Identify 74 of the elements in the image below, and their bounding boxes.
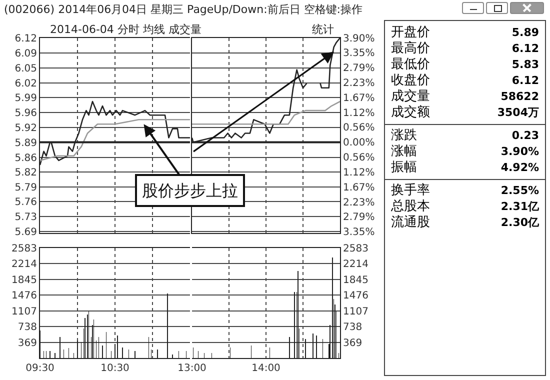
text: 1.67% xyxy=(343,93,375,104)
text: 4.92% xyxy=(500,160,539,176)
text: 3.35% xyxy=(343,48,375,60)
x-tick-label: 10:30 xyxy=(100,363,130,374)
y-tick-label: 5.76 xyxy=(14,197,37,208)
text: 2.55% xyxy=(500,183,539,199)
y-tick-label: 6.09 xyxy=(14,48,37,60)
y-tick-label: 6.05 xyxy=(14,63,37,74)
text: 成交额 xyxy=(391,105,430,121)
text: 0.56% xyxy=(343,152,375,164)
text: 涨跌 xyxy=(391,128,417,144)
text: 收盘价 xyxy=(391,73,430,89)
y2-tick-label: 2583 xyxy=(343,244,368,254)
y-tick-label: 5.69 xyxy=(14,227,37,238)
text: 58622 xyxy=(500,89,539,105)
y-tick-label: 5.96 xyxy=(14,108,37,119)
text: 振幅 xyxy=(391,160,417,176)
text: 统计 xyxy=(312,23,334,36)
text: 涨幅 xyxy=(391,144,417,160)
y-tick-label: 5.89 xyxy=(14,138,37,149)
text: 0.56% xyxy=(343,122,375,134)
y-tick-label: 1107 xyxy=(12,306,37,318)
y-tick-label: 5.73 xyxy=(14,212,37,224)
y-tick-label: 5.92 xyxy=(14,122,37,134)
y2-tick-label: 369 xyxy=(343,338,362,349)
chart-title: (002066) 2014年06月04日 星期三 PageUp/Down:前后日 空格键:操作 xyxy=(4,2,362,17)
text: 换手率 xyxy=(391,183,430,199)
y-tick-label: 6.12 xyxy=(14,34,37,44)
text: 3.35% xyxy=(343,227,375,238)
text: 1.12% xyxy=(343,168,375,179)
text: 成交量 xyxy=(391,89,430,105)
y2-tick-label: 1107 xyxy=(343,306,368,318)
y-tick-label: 2583 xyxy=(12,244,37,254)
text: 流通股 xyxy=(391,215,430,231)
x-tick-label: 09:30 xyxy=(26,363,54,374)
y-tick-label: 5.99 xyxy=(14,92,37,104)
text: 1.67% xyxy=(343,182,375,194)
text: 总股本 xyxy=(391,199,430,215)
text: 开盘价 xyxy=(391,25,430,41)
y2-tick-label: 2214 xyxy=(343,259,368,270)
text: 2.23% xyxy=(343,78,375,90)
text: 3.90% xyxy=(343,34,375,44)
text: 2.79% xyxy=(343,212,375,224)
text: 3504万 xyxy=(497,105,539,121)
x-tick-label: 14:00 xyxy=(252,363,280,374)
y2-tick-label: 738 xyxy=(343,322,362,334)
y-tick-label: 2214 xyxy=(12,259,37,270)
y-tick-label: 738 xyxy=(18,322,37,334)
text: 最高价 xyxy=(391,41,430,57)
text: 6.12 xyxy=(512,73,539,89)
text: 6.12 xyxy=(512,41,539,57)
text: 1.12% xyxy=(343,108,375,119)
y-tick-label: 5.86 xyxy=(14,152,37,164)
text: 0.00% xyxy=(343,138,375,149)
y2-tick-label: 1476 xyxy=(343,290,368,302)
y2-tick-label: 1845 xyxy=(343,274,368,286)
y-tick-label: 1476 xyxy=(12,290,37,302)
text: 3.90% xyxy=(500,144,539,160)
y-tick-label: 1845 xyxy=(12,274,37,286)
text: 2.30亿 xyxy=(500,215,539,231)
text: 5.83 xyxy=(512,57,539,73)
y-tick-label: 5.79 xyxy=(14,182,37,194)
text: 2.31亿 xyxy=(500,199,539,215)
text: 2.79% xyxy=(343,63,375,74)
y-tick-label: 6.02 xyxy=(14,78,37,90)
text: 最低价 xyxy=(391,57,430,73)
text: 0.23 xyxy=(512,128,539,144)
text: 5.89 xyxy=(512,25,539,41)
y-tick-label: 369 xyxy=(18,338,37,349)
text: 2.23% xyxy=(343,197,375,208)
y-tick-label: 5.82 xyxy=(14,168,37,179)
annotation: 股价步步上拉 xyxy=(142,181,238,200)
x-tick-label: 13:00 xyxy=(178,363,206,374)
chart-subtitle: 2014-06-04 分时 均线 成交量 xyxy=(50,22,202,37)
